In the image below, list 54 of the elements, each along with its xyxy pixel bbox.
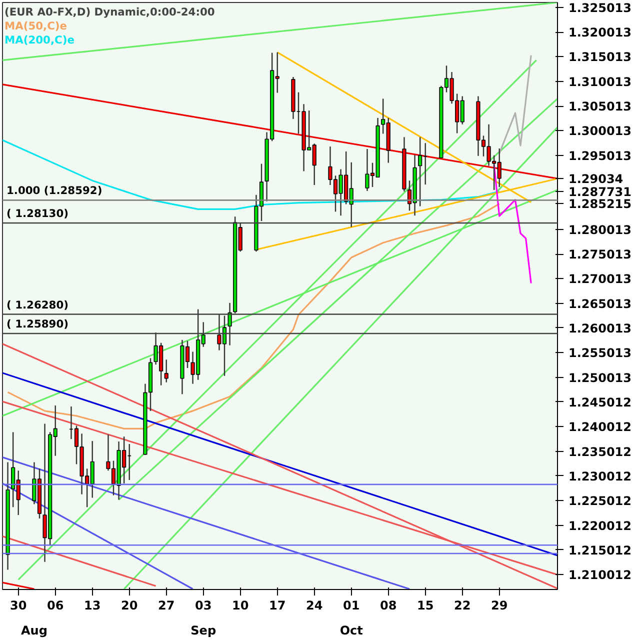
ref-line-label: ( 1.26280) [6,298,68,312]
x-tick-label: 17 [269,598,286,612]
line-series [2,139,500,210]
y-tick-label: 1.230012 [568,469,632,484]
candlestick [164,359,168,383]
y-tick-label: 1.29034 [568,172,624,186]
y-tick-label: 1.245012 [568,395,632,410]
x-tick-label: 22 [454,598,471,612]
chart-title: (EUR A0-FX,D) Dynamic,0:00-24:00 [4,6,215,18]
ref-line-label: ( 1.25890) [6,317,68,330]
y-tick-label: 1.240012 [568,420,632,434]
y-tick-label: 1.315013 [568,50,632,64]
x2-tick-label: Aug [21,624,48,638]
x-tick-label: 20 [121,598,138,612]
y-tick-label: 1.250013 [568,370,632,385]
y-tick-label: 1.260013 [568,322,632,336]
x-tick-label: 08 [380,598,397,612]
y-tick-label: 1.225012 [568,494,632,508]
x-tick-label: 03 [195,598,212,612]
y-tick-label: 1.210012 [568,568,632,582]
y-tick-label: 1.220012 [568,518,632,533]
candlestick [228,302,232,346]
x-tick-label: 10 [232,598,249,612]
line-series [6,202,500,430]
y-tick-label: 1.287731 [568,184,632,199]
y-tick-label: 1.235012 [568,444,632,459]
ref-line-label: 1.000 (1.28592) [6,184,102,198]
y-tick-label: 1.270013 [568,272,632,286]
y-tick-label: 1.325013 [568,0,632,15]
x-tick-label: 06 [47,598,64,612]
x-tick-label: 01 [343,598,360,612]
x2-tick-label: Sep [190,624,216,638]
text: MA(200,C)e [4,34,74,46]
ref-line-label: ( 1.28130) [6,206,68,220]
x-tick-label: 15 [417,598,434,612]
x-tick-label: 13 [84,598,101,612]
y-tick-label: 1.280013 [568,222,632,237]
text: MA(50,C)e [4,20,68,32]
y-tick-label: 1.265013 [568,296,632,311]
x2-tick-label: Oct [340,624,364,638]
y-tick-label: 1.305013 [568,100,632,114]
y-tick-label: 1.275013 [568,248,632,262]
y-tick-label: 1.300013 [568,124,632,138]
y-tick-label: 1.215012 [568,543,632,558]
line-series [498,54,532,154]
x-tick-label: 24 [306,598,323,612]
x-tick-label: 29 [491,598,508,612]
y-tick-label: 1.295013 [568,148,632,163]
y-tick-label: 1.310013 [568,74,632,89]
x-tick-label: 30 [10,598,27,612]
y-tick-label: 1.285215 [568,197,632,212]
y-tick-label: 1.255013 [568,346,632,360]
x-tick-label: 27 [158,598,175,612]
y-tick-label: 1.320013 [568,26,632,40]
